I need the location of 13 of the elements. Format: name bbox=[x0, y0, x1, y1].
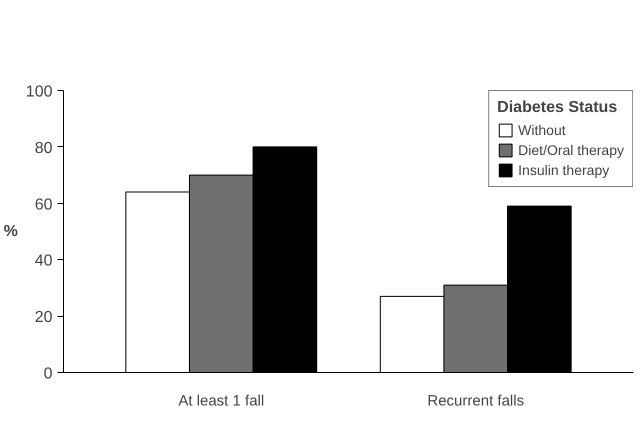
x-tick-label: Recurrent falls bbox=[427, 392, 524, 410]
y-tick-label: 80 bbox=[34, 140, 53, 157]
legend-title: Diabetes Status bbox=[497, 99, 618, 117]
y-tick-label: 0 bbox=[44, 366, 53, 382]
legend-label: Insulin therapy bbox=[518, 162, 610, 178]
y-tick-label: 100 bbox=[26, 84, 53, 100]
y-tick-label: 40 bbox=[34, 252, 53, 270]
y-tick-label: 60 bbox=[34, 196, 53, 214]
legend-label: Without bbox=[518, 122, 566, 138]
x-tick-label: At least 1 fall bbox=[178, 392, 264, 410]
y-axis-title: % bbox=[4, 223, 18, 240]
y-tick-label: 20 bbox=[34, 309, 53, 326]
legend-label: Diet/Oral therapy bbox=[518, 142, 624, 158]
